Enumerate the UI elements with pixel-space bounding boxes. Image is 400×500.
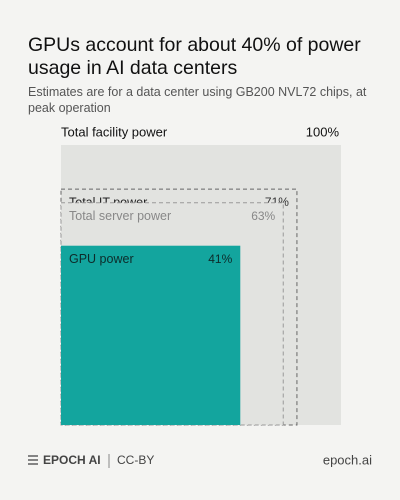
- category-label: Total server power: [69, 209, 171, 223]
- logo: [28, 455, 38, 465]
- value-label: 63%: [251, 209, 275, 223]
- value-label: 41%: [208, 252, 232, 266]
- area-square: [61, 245, 241, 425]
- category-label: GPU power: [69, 252, 134, 266]
- footer-license: CC-BY: [117, 453, 154, 467]
- footer-brand: EPOCH AI: [43, 453, 101, 467]
- footer-url: epoch.ai: [323, 452, 372, 467]
- value-label: 100%: [306, 124, 340, 139]
- chart-subtitle: Estimates are for a data center using GB…: [28, 85, 367, 115]
- category-label: Total facility power: [61, 124, 168, 139]
- chart-title: GPUs account for about 40% of power usag…: [28, 34, 361, 79]
